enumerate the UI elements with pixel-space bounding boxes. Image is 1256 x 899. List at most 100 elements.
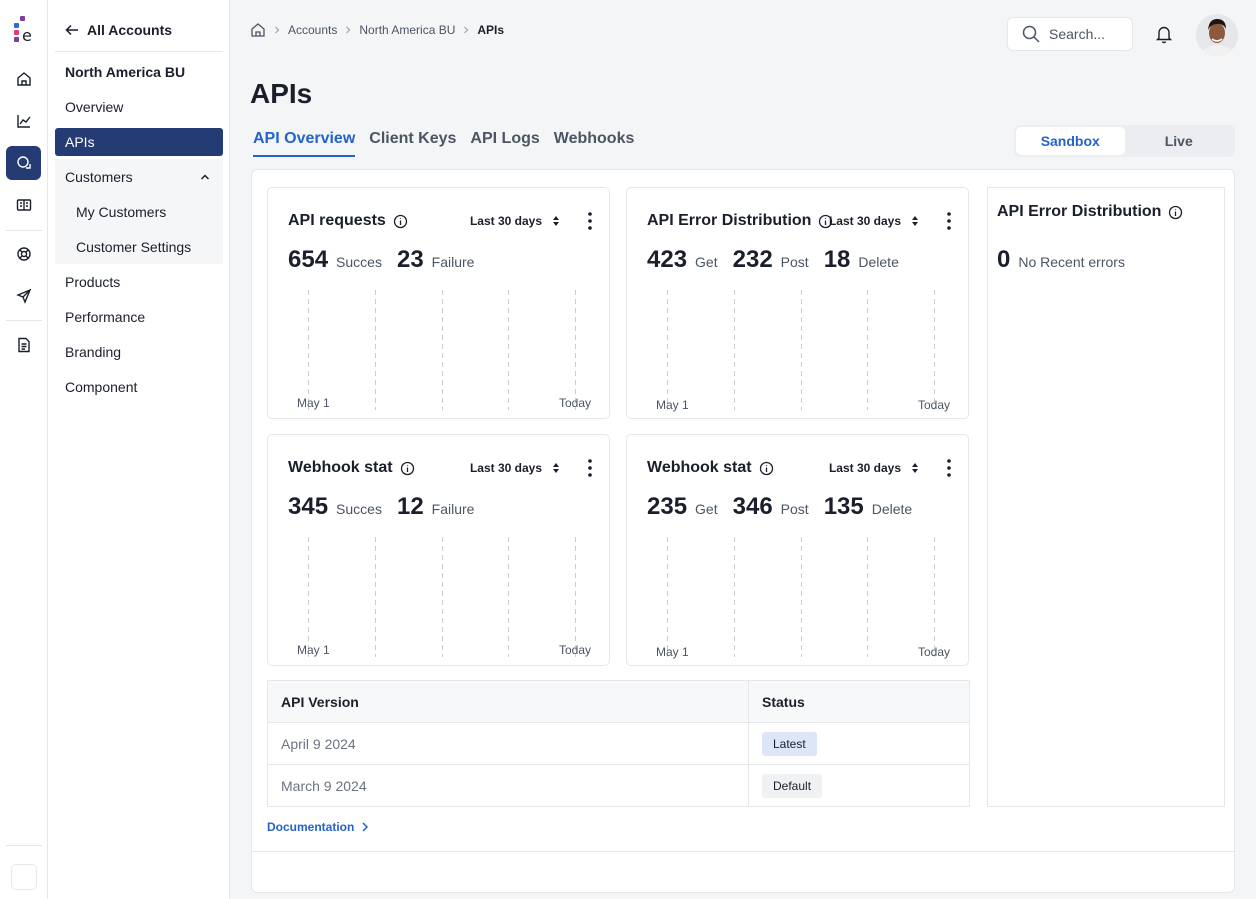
api-chat-icon[interactable]	[6, 146, 41, 180]
stat-label: Get	[695, 254, 718, 270]
status-badge: Default	[762, 773, 823, 798]
date-range-select[interactable]: Last 30 days	[470, 461, 560, 475]
book-icon[interactable]	[6, 188, 41, 222]
api-tabs: API Overview Client Keys API Logs Webhoo…	[253, 130, 634, 157]
card-stats: 345 Succes 12 Failure	[288, 493, 489, 521]
card-title: Webhook stat	[288, 459, 393, 476]
info-icon[interactable]	[759, 461, 774, 476]
support-lifebuoy-icon[interactable]	[6, 237, 41, 271]
more-options-icon[interactable]	[588, 212, 592, 230]
stat-value: 12	[396, 493, 424, 520]
stat-value: 23	[396, 246, 424, 273]
tab-api-logs[interactable]: API Logs	[470, 130, 540, 147]
nav-item-customers-label: Customers	[65, 168, 133, 185]
info-icon[interactable]	[1168, 205, 1183, 220]
home-icon[interactable]	[250, 22, 266, 38]
breadcrumb-north-america-bu[interactable]: North America BU	[359, 23, 456, 37]
analytics-chart-icon[interactable]	[6, 104, 41, 138]
sort-caret-icon	[553, 463, 559, 473]
live-option[interactable]: Live	[1164, 133, 1193, 149]
chevron-up-icon	[200, 173, 210, 180]
icon-rail: e	[0, 0, 48, 899]
api-versions-table: API Version Status April 9 2024 Latest M…	[267, 680, 970, 807]
search-input[interactable]: Search...	[1007, 17, 1133, 51]
stat-label: Failure	[431, 254, 475, 270]
stat-value: 345	[288, 493, 329, 520]
info-icon[interactable]	[393, 214, 408, 229]
x-axis-start-label: May 1	[297, 643, 330, 657]
status-badge: Latest	[762, 731, 817, 756]
tab-client-keys[interactable]: Client Keys	[369, 130, 457, 147]
sub-navigation: All Accounts North America BU Overview A…	[48, 0, 230, 899]
error-count: 0	[997, 246, 1011, 273]
card-stats: 235 Get 346 Post 135 Delete	[647, 493, 927, 521]
tab-api-overview[interactable]: API Overview	[253, 130, 356, 157]
date-range-select[interactable]: Last 30 days	[829, 214, 919, 228]
all-accounts-link[interactable]: All Accounts	[65, 22, 172, 38]
chart-gridlines	[667, 537, 935, 657]
date-range-value: Last 30 days	[828, 461, 901, 475]
document-icon[interactable]	[6, 328, 41, 362]
table-row[interactable]: March 9 2024 Default	[267, 764, 970, 807]
date-range-value: Last 30 days	[469, 461, 542, 475]
sort-caret-icon	[912, 463, 918, 473]
version-cell: April 9 2024	[267, 722, 749, 765]
webhook-stat-card: Webhook stat Last 30 days 345 Succes 12 Fa…	[267, 434, 610, 666]
more-options-icon[interactable]	[947, 212, 951, 230]
table-header-row: API Version Status	[267, 680, 970, 723]
page-title: APIs	[250, 78, 313, 109]
x-axis-end-label: Today	[917, 398, 950, 412]
chevron-right-icon	[346, 26, 351, 34]
more-options-icon[interactable]	[588, 459, 592, 477]
stat-value: 423	[647, 246, 688, 273]
error-distribution-panel: API Error Distribution 0 No Recent error…	[987, 187, 1225, 807]
nav-item-branding[interactable]: Branding	[65, 344, 122, 360]
panel-title: API Error Distribution	[997, 203, 1162, 220]
tab-webhooks[interactable]: Webhooks	[553, 130, 635, 147]
stat-label: Post	[780, 501, 809, 517]
nav-item-customer-settings[interactable]: Customer Settings	[55, 229, 223, 264]
x-axis-start-label: May 1	[656, 398, 689, 412]
card-title: Webhook stat	[647, 459, 752, 476]
table-row[interactable]: April 9 2024 Latest	[267, 722, 970, 765]
chart-gridlines	[308, 290, 576, 410]
collapse-toggle[interactable]	[11, 864, 37, 890]
more-options-icon[interactable]	[947, 459, 951, 477]
app-logo[interactable]: e	[11, 16, 37, 44]
send-icon[interactable]	[6, 279, 41, 313]
sandbox-option[interactable]: Sandbox	[1016, 127, 1125, 155]
notification-bell-icon[interactable]	[1155, 24, 1173, 44]
user-avatar[interactable]	[1196, 14, 1238, 56]
nav-item-products[interactable]: Products	[65, 274, 121, 290]
date-range-select[interactable]: Last 30 days	[829, 461, 919, 475]
card-title: API requests	[288, 212, 386, 229]
stat-label: Succes	[336, 254, 382, 270]
info-icon[interactable]	[818, 214, 833, 229]
stat-value: 135	[823, 493, 864, 520]
arrow-left-icon	[65, 24, 78, 36]
version-cell: March 9 2024	[267, 764, 749, 807]
nav-item-apis[interactable]: APIs	[55, 128, 223, 156]
x-axis-end-label: Today	[917, 645, 950, 659]
nav-item-my-customers[interactable]: My Customers	[55, 194, 223, 229]
api-error-distribution-card: API Error Distribution Last 30 days 423 G…	[626, 187, 969, 419]
stat-value: 346	[732, 493, 773, 520]
nav-item-performance[interactable]: Performance	[65, 309, 146, 325]
nav-item-overview[interactable]: Overview	[65, 99, 124, 115]
nav-item-component[interactable]: Component	[65, 379, 138, 395]
status-cell: Default	[748, 764, 970, 807]
breadcrumb-accounts[interactable]: Accounts	[288, 23, 338, 37]
home-icon[interactable]	[6, 62, 41, 96]
info-icon[interactable]	[400, 461, 415, 476]
error-message: No Recent errors	[1018, 254, 1125, 270]
x-axis-start-label: May 1	[656, 645, 689, 659]
nav-item-customers[interactable]: Customers	[55, 159, 223, 194]
chart-gridlines	[308, 537, 576, 657]
documentation-label: Documentation	[267, 820, 355, 834]
sort-caret-icon	[912, 216, 918, 226]
stat-label: Get	[695, 501, 718, 517]
date-range-select[interactable]: Last 30 days	[470, 214, 560, 228]
all-accounts-label: All Accounts	[87, 22, 173, 38]
x-axis-end-label: Today	[558, 396, 591, 410]
documentation-link[interactable]: Documentation	[267, 820, 369, 834]
